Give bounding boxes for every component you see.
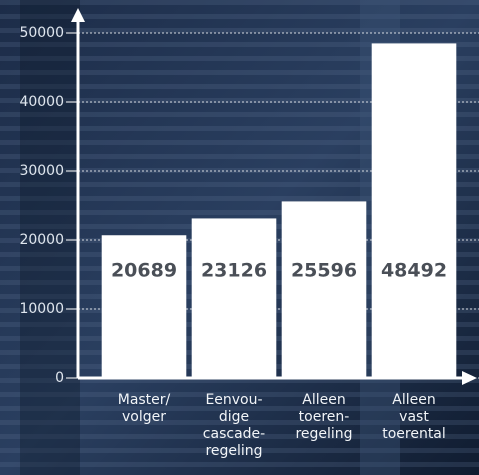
plot: 0 10000 20000 30000 40000 50000 20689 Master/vo… xyxy=(19,8,479,459)
value-label: 48492 xyxy=(381,260,447,282)
value-label: 25596 xyxy=(291,260,357,282)
x-tick-label-line: regeling xyxy=(295,426,352,442)
y-axis-arrow xyxy=(71,8,85,22)
x-tick-label-line: vast xyxy=(399,409,429,425)
x-tick-label-line: regeling xyxy=(205,443,262,459)
x-tick-label: Alleen vast toerental xyxy=(382,392,446,442)
x-tick-label-line: toerental xyxy=(382,426,446,442)
y-tick-label: 20000 xyxy=(19,232,64,248)
x-tick-label-line: Alleen xyxy=(302,392,345,408)
value-label: 20689 xyxy=(111,260,177,282)
y-tick-label: 10000 xyxy=(19,301,64,317)
x-tick-label: Eenvou-dige cascade-regeling xyxy=(203,392,265,459)
x-tick-label-line: Master/ xyxy=(118,392,171,408)
x-tick-label-line: volger xyxy=(122,409,166,425)
x-tick-label-line: toeren- xyxy=(299,409,350,425)
x-tick-label-line: dige xyxy=(219,409,249,425)
x-tick-label-line: cascade- xyxy=(203,426,265,442)
bar xyxy=(281,201,367,378)
value-label: 23126 xyxy=(201,260,267,282)
x-axis-arrow xyxy=(462,371,477,385)
bar xyxy=(191,218,277,378)
x-tick-label-line: Eenvou- xyxy=(205,392,262,408)
x-tick-label-line: Alleen xyxy=(392,392,435,408)
bar xyxy=(371,43,457,378)
y-tick-label: 50000 xyxy=(19,25,64,41)
y-tick-label: 40000 xyxy=(19,94,64,110)
y-tick-label: 0 xyxy=(55,370,64,386)
bar xyxy=(101,235,187,378)
y-tick-label: 30000 xyxy=(19,163,64,179)
x-tick-label: Alleen toeren-regeling xyxy=(295,392,352,442)
x-tick-label: Master/volger xyxy=(118,392,171,425)
